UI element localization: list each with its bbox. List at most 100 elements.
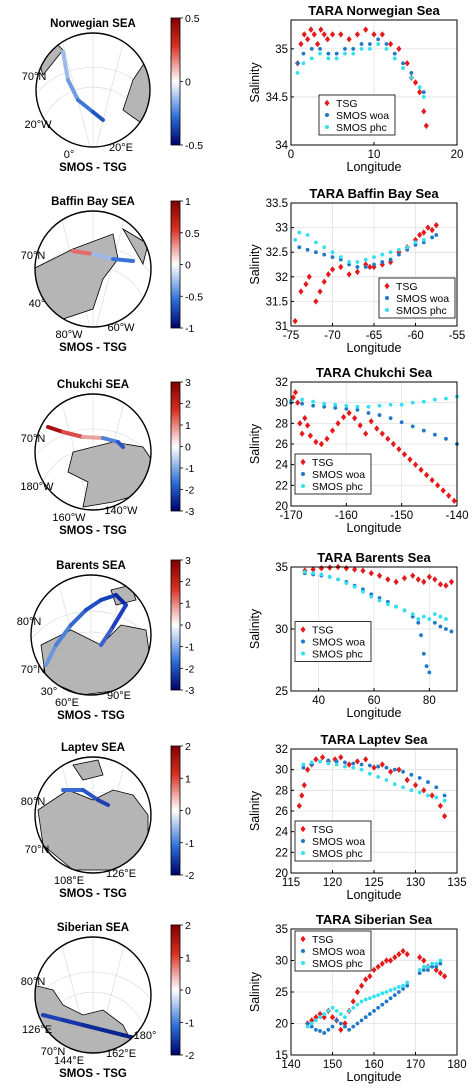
y-tick-label: 34 bbox=[275, 140, 288, 152]
data-point-woa bbox=[392, 993, 397, 998]
x-tick-label: -75 bbox=[283, 330, 300, 342]
lon-label: 162°E bbox=[106, 1048, 136, 1060]
y-tick-label: 24 bbox=[275, 827, 288, 839]
colorbar-tick-label: -1 bbox=[185, 642, 194, 654]
data-point-tsg bbox=[451, 497, 457, 505]
y-tick-label: 20 bbox=[275, 868, 288, 880]
data-point-tsg bbox=[407, 456, 413, 463]
data-point-tsg bbox=[404, 776, 410, 784]
lat-label: 126°E bbox=[22, 1024, 52, 1036]
data-point-tsg bbox=[360, 567, 366, 574]
map-caption: SMOS - TSG bbox=[59, 525, 127, 537]
y-tick-label: 35 bbox=[275, 924, 288, 936]
map-title: Chukchi SEA bbox=[57, 379, 129, 391]
data-point-phc bbox=[359, 46, 364, 51]
colorbar-tick-label: 1 bbox=[185, 196, 191, 208]
ship-track bbox=[81, 788, 100, 802]
data-point-tsg bbox=[388, 258, 394, 266]
data-point-tsg bbox=[299, 792, 305, 799]
colorbar-tick-label: 1 bbox=[185, 598, 191, 610]
legend-label: SMOS woa bbox=[396, 293, 449, 305]
data-point-phc bbox=[338, 255, 343, 260]
data-point-woa bbox=[347, 1027, 351, 1032]
ship-track bbox=[69, 608, 88, 627]
data-point-woa bbox=[366, 411, 371, 415]
y-tick-label: 30 bbox=[275, 624, 288, 636]
data-point-phc bbox=[388, 402, 393, 407]
data-point-woa bbox=[432, 432, 437, 437]
data-point-phc bbox=[361, 589, 365, 594]
graticule bbox=[92, 33, 127, 147]
data-point-woa bbox=[343, 46, 347, 51]
legend-marker-tsg bbox=[324, 99, 330, 107]
colorbar-tick-label: 2 bbox=[185, 399, 191, 411]
data-point-woa bbox=[449, 629, 454, 634]
x-tick-label: 40 bbox=[312, 695, 325, 707]
ship-track bbox=[81, 1023, 105, 1032]
data-point-woa bbox=[410, 424, 415, 429]
data-point-phc bbox=[326, 761, 331, 766]
legend-marker-woa bbox=[385, 296, 389, 300]
colorbar-tick-label: -1 bbox=[185, 1018, 194, 1030]
data-point-tsg bbox=[321, 278, 327, 285]
data-point-tsg bbox=[421, 787, 427, 794]
data-point-woa bbox=[376, 764, 381, 769]
lon-label: 0° bbox=[64, 149, 75, 161]
data-point-tsg bbox=[296, 802, 302, 810]
data-point-tsg bbox=[308, 26, 314, 33]
y-tick-label: 33.5 bbox=[266, 198, 288, 210]
data-point-phc bbox=[377, 598, 382, 603]
ship-track bbox=[61, 1018, 85, 1027]
ship-track bbox=[91, 252, 115, 261]
colorbar-tick-label: -2 bbox=[185, 870, 194, 882]
map-title: Laptev SEA bbox=[61, 742, 125, 754]
data-point-tsg bbox=[441, 973, 448, 980]
legend-marker-phc bbox=[301, 961, 305, 965]
data-point-woa bbox=[359, 42, 364, 46]
data-point-phc bbox=[426, 793, 430, 798]
data-point-phc bbox=[380, 991, 385, 996]
data-point-tsg bbox=[297, 420, 303, 427]
data-point-woa bbox=[384, 765, 389, 770]
data-point-phc bbox=[432, 397, 437, 402]
data-point-phc bbox=[334, 56, 339, 61]
data-point-tsg bbox=[329, 31, 336, 38]
data-point-phc bbox=[333, 402, 338, 407]
ship-track bbox=[61, 430, 85, 439]
data-point-tsg bbox=[368, 570, 374, 577]
data-point-phc bbox=[405, 980, 410, 985]
data-point-tsg bbox=[371, 31, 377, 38]
data-point-tsg bbox=[311, 31, 317, 38]
lon-label: 60°W bbox=[107, 322, 135, 334]
data-point-phc bbox=[318, 51, 322, 56]
colorbar-tick-label: 0 bbox=[185, 260, 191, 272]
data-point-tsg bbox=[329, 266, 336, 273]
colorbar-tick-label: 3 bbox=[185, 377, 191, 389]
colorbar-tick-label: -3 bbox=[185, 506, 194, 518]
legend-label: SMOS woa bbox=[312, 469, 365, 481]
data-point-tsg bbox=[396, 45, 402, 53]
data-point-tsg bbox=[302, 414, 308, 422]
ship-track bbox=[99, 593, 118, 602]
lat-label: 80°N bbox=[21, 796, 46, 808]
panel-3: -170 -160 -150 -140 20 22 24 26 28 30 32 TARA Chukc… bbox=[248, 365, 469, 535]
data-point-phc bbox=[384, 46, 389, 51]
data-point-phc bbox=[355, 1002, 360, 1007]
data-point-tsg bbox=[354, 988, 360, 996]
data-point-woa bbox=[419, 633, 423, 638]
y-tick-label: 35 bbox=[275, 44, 288, 56]
data-point-phc bbox=[409, 788, 414, 793]
data-point-tsg bbox=[401, 574, 408, 582]
ship-track bbox=[44, 643, 58, 667]
data-point-phc bbox=[334, 762, 339, 767]
data-point-woa bbox=[363, 265, 368, 269]
data-point-tsg bbox=[388, 957, 394, 964]
colorbar bbox=[170, 200, 181, 329]
y-tick-label: 20 bbox=[275, 1019, 288, 1031]
chart-title: TARA Baffin Bay Sea bbox=[309, 186, 439, 201]
data-point-phc bbox=[363, 997, 368, 1002]
data-point-woa bbox=[401, 986, 405, 991]
colorbar-tick-label: -1 bbox=[185, 463, 194, 475]
data-point-tsg bbox=[367, 973, 373, 980]
panel-1: 0 10 20 34 34.5 35 TARA Norwegian Sea Longitude… bbox=[248, 3, 463, 174]
